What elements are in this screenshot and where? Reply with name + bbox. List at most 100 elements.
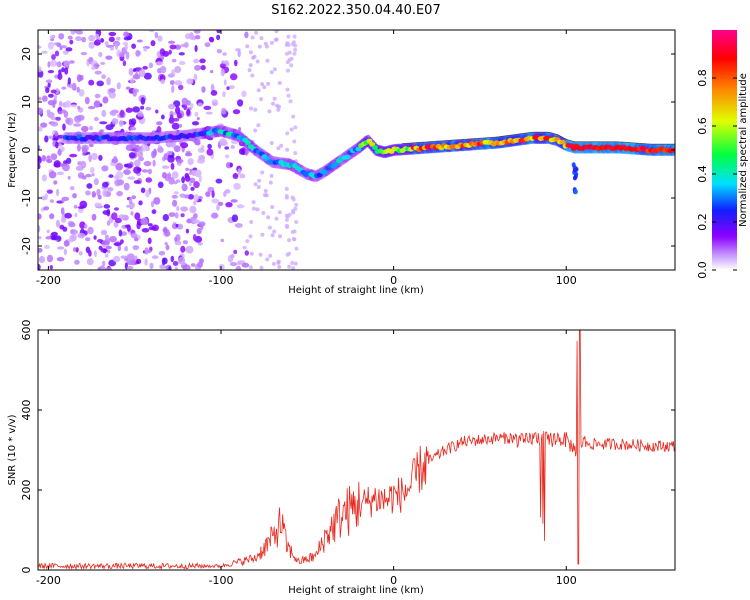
- spectrogram-cell: [77, 232, 86, 239]
- spectrogram-cell: [59, 163, 66, 168]
- spectrogram-cell: [178, 84, 184, 91]
- spectrogram-cell: [250, 73, 255, 78]
- spectrogram-cell: [144, 247, 149, 255]
- spectrogram-cell: [96, 80, 104, 87]
- spectrogram-cell: [140, 105, 145, 110]
- spectrogram-xtick-label: 0: [390, 274, 397, 287]
- spectrogram-cell: [58, 69, 62, 75]
- spectrogram-cell: [571, 162, 576, 168]
- spectrogram-cell: [237, 49, 241, 58]
- spectrogram-cell: [49, 35, 54, 39]
- spectrogram-cell: [38, 213, 42, 220]
- spectrogram-cell: [293, 125, 298, 130]
- spectrogram-cell: [265, 58, 270, 63]
- spectrogram-cell: [133, 166, 142, 174]
- spectrogram-cell: [38, 157, 42, 164]
- spectrogram-cell: [130, 211, 134, 216]
- spectrogram-cell: [259, 97, 264, 102]
- spectrogram-cell: [116, 190, 123, 197]
- spectrogram-cell: [173, 191, 179, 195]
- spectrogram-cell: [55, 116, 61, 121]
- spectrogram-cell: [225, 202, 233, 208]
- spectrogram-cell: [86, 173, 91, 178]
- spectrogram-cell: [249, 251, 254, 256]
- spectrogram-cell: [98, 51, 103, 58]
- spectrogram-cell: [59, 100, 63, 107]
- spectrogram-cell: [175, 106, 181, 114]
- spectrogram-cell: [125, 51, 130, 60]
- spectrogram-cell: [132, 68, 137, 73]
- spectrogram-cell: [115, 162, 124, 171]
- spectrogram-cell: [70, 104, 77, 108]
- spectrogram-cell: [63, 240, 70, 247]
- spectrogram-cell: [77, 206, 86, 209]
- spectrogram-cell: [46, 254, 54, 263]
- spectrogram-cell: [190, 186, 195, 191]
- colorbar-axes: 0.0 0.2 0.4 0.6 0.8: [696, 69, 737, 279]
- spectrogram-cell: [115, 42, 118, 51]
- spectrogram-cell: [63, 110, 69, 119]
- spectrogram-cell: [76, 86, 80, 93]
- spectrogram-cell: [233, 182, 241, 190]
- colorbar-gradient: [712, 30, 737, 270]
- spectrogram-cell: [43, 206, 50, 211]
- spectrogram-cell: [191, 169, 196, 177]
- snr-xtick-label: 100: [556, 574, 577, 587]
- spectrogram-cell: [133, 237, 139, 242]
- spectrogram-cell: [122, 60, 127, 67]
- spectrogram-cell: [136, 39, 143, 43]
- spectrogram-cell: [265, 257, 270, 262]
- spectrogram-cell: [94, 202, 102, 207]
- spectrogram-cell: [278, 234, 283, 239]
- spectrogram-cell: [181, 176, 186, 184]
- spectrogram-cell: [63, 248, 67, 256]
- spectrogram-cell: [145, 106, 152, 111]
- spectrogram-cell: [268, 253, 273, 258]
- spectrogram-cell: [178, 60, 186, 66]
- spectrogram-cell: [81, 36, 87, 43]
- spectrogram-cell: [257, 44, 262, 49]
- spectrogram-cell: [86, 183, 93, 189]
- spectrogram-cell: [74, 212, 78, 218]
- spectrogram-cell: [172, 261, 179, 266]
- spectrogram-cell: [255, 207, 260, 212]
- spectrogram-cell: [148, 62, 154, 69]
- spectrogram-cell: [48, 171, 57, 179]
- spectrogram-cell: [194, 111, 199, 117]
- spectrogram-cell: [48, 135, 54, 140]
- spectrogram-cell: [140, 217, 148, 226]
- spectrogram-cell: [201, 86, 206, 93]
- spectrogram-cell: [151, 224, 159, 232]
- spectrogram-cell: [180, 206, 189, 212]
- spectrogram-cell: [128, 68, 134, 76]
- spectrogram-cell: [291, 114, 296, 119]
- spectrogram-cell: [58, 138, 62, 143]
- spectrogram-cell: [291, 237, 296, 241]
- spectrogram-cell: [38, 247, 43, 253]
- spectrogram-cell: [199, 58, 206, 64]
- spectrogram-cell: [190, 263, 196, 267]
- spectrogram-cell: [294, 220, 299, 224]
- spectrogram-cell: [193, 169, 202, 178]
- spectrogram-cell: [108, 88, 116, 93]
- spectrogram-cell: [53, 98, 57, 105]
- spectrogram-cell: [143, 47, 148, 52]
- spectrogram-cell: [124, 245, 129, 252]
- spectrogram-cell: [94, 70, 102, 75]
- spectrogram-cell: [53, 94, 58, 100]
- spectrogram-cell: [44, 135, 49, 143]
- spectrogram-cell: [184, 152, 193, 157]
- spectrogram-cell: [44, 244, 50, 249]
- spectrogram-cell: [47, 61, 51, 68]
- spectrogram-cell: [50, 38, 55, 42]
- spectrogram-cell: [125, 107, 133, 113]
- spectrogram-cell: [176, 158, 184, 164]
- spectrogram-cell: [70, 229, 75, 235]
- spectrogram-cell: [159, 65, 167, 74]
- spectrogram-cell: [134, 144, 141, 153]
- spectrogram-cell: [288, 99, 293, 104]
- spectrogram-cell: [132, 106, 141, 113]
- spectrogram-cell: [127, 163, 133, 169]
